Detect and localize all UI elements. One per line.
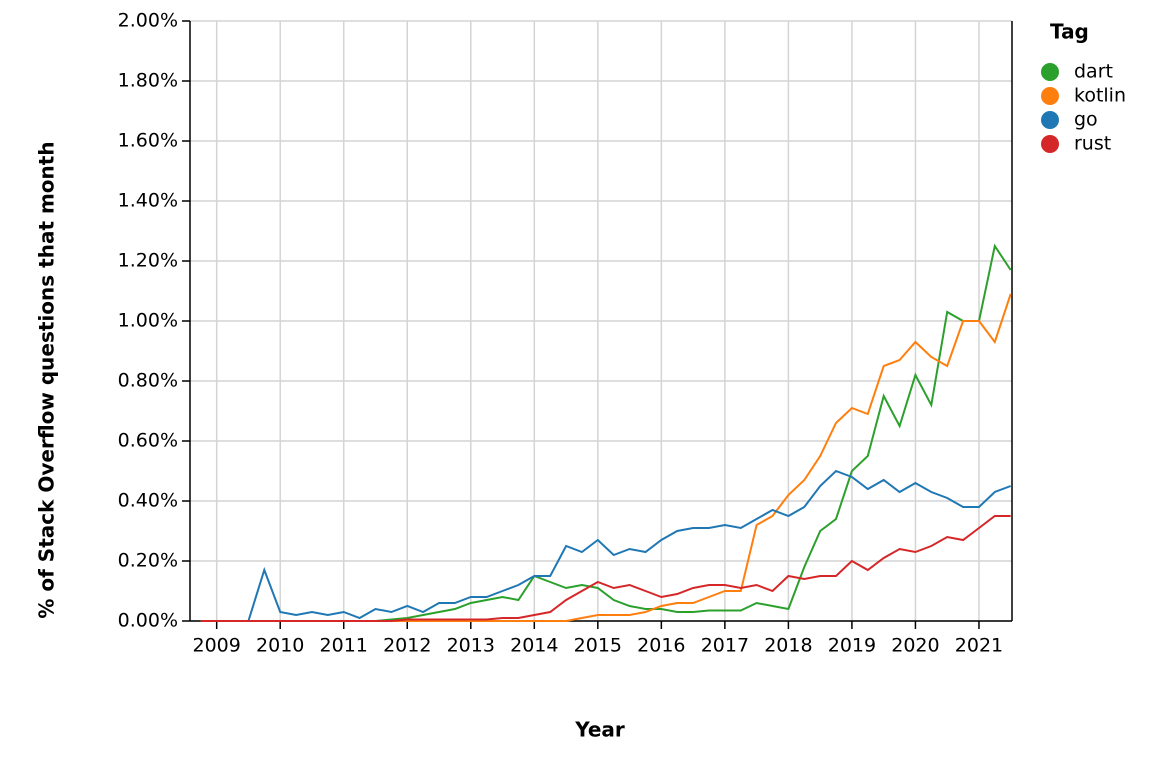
y-tick-label: 0.40% — [118, 490, 178, 512]
line-kotlin — [200, 293, 1012, 622]
x-tick-label: 2016 — [637, 635, 685, 657]
x-tick-label: 2018 — [764, 635, 812, 657]
y-tick-label: 0.00% — [118, 610, 178, 632]
y-tick-label: 2.00% — [118, 10, 178, 32]
x-axis-title: Year — [574, 718, 625, 742]
y-tick-label: 1.40% — [118, 190, 178, 212]
x-tick-label: 2014 — [510, 635, 558, 657]
line-rust — [200, 515, 1011, 622]
x-tick-label: 2011 — [320, 635, 368, 657]
y-tick-label: 1.60% — [118, 130, 178, 152]
line-go — [200, 469, 1012, 622]
legend-swatch — [1041, 87, 1059, 105]
legend-swatch — [1041, 63, 1059, 81]
x-tick-label: 2012 — [383, 635, 431, 657]
y-tick-label: 0.80% — [118, 370, 178, 392]
legend-title: Tag — [1050, 20, 1089, 44]
x-tick-label: 2009 — [193, 635, 241, 657]
x-tick-label: 2017 — [701, 635, 749, 657]
x-tick-label: 2015 — [574, 635, 622, 657]
x-tick-label: 2020 — [891, 635, 939, 657]
y-tick-label: 1.20% — [118, 250, 178, 272]
y-tick-label: 0.60% — [118, 430, 178, 452]
y-tick-label: 1.80% — [118, 70, 178, 92]
x-tick-label: 2021 — [955, 635, 1003, 657]
y-tick-label: 0.20% — [118, 550, 178, 572]
y-tick-label: 1.00% — [118, 310, 178, 332]
x-tick-label: 2013 — [447, 635, 495, 657]
x-tick-label: 2010 — [256, 635, 304, 657]
legend-label: go — [1074, 109, 1098, 131]
y-axis-title: % of Stack Overflow questions that month — [35, 141, 59, 618]
grid — [190, 20, 1012, 622]
legend-label: kotlin — [1074, 85, 1126, 107]
legend-label: dart — [1074, 61, 1113, 83]
x-tick-label: 2019 — [828, 635, 876, 657]
line-dart — [200, 243, 1012, 622]
legend-label: rust — [1074, 133, 1111, 155]
legend-swatch — [1041, 111, 1059, 129]
legend-swatch — [1041, 135, 1059, 153]
